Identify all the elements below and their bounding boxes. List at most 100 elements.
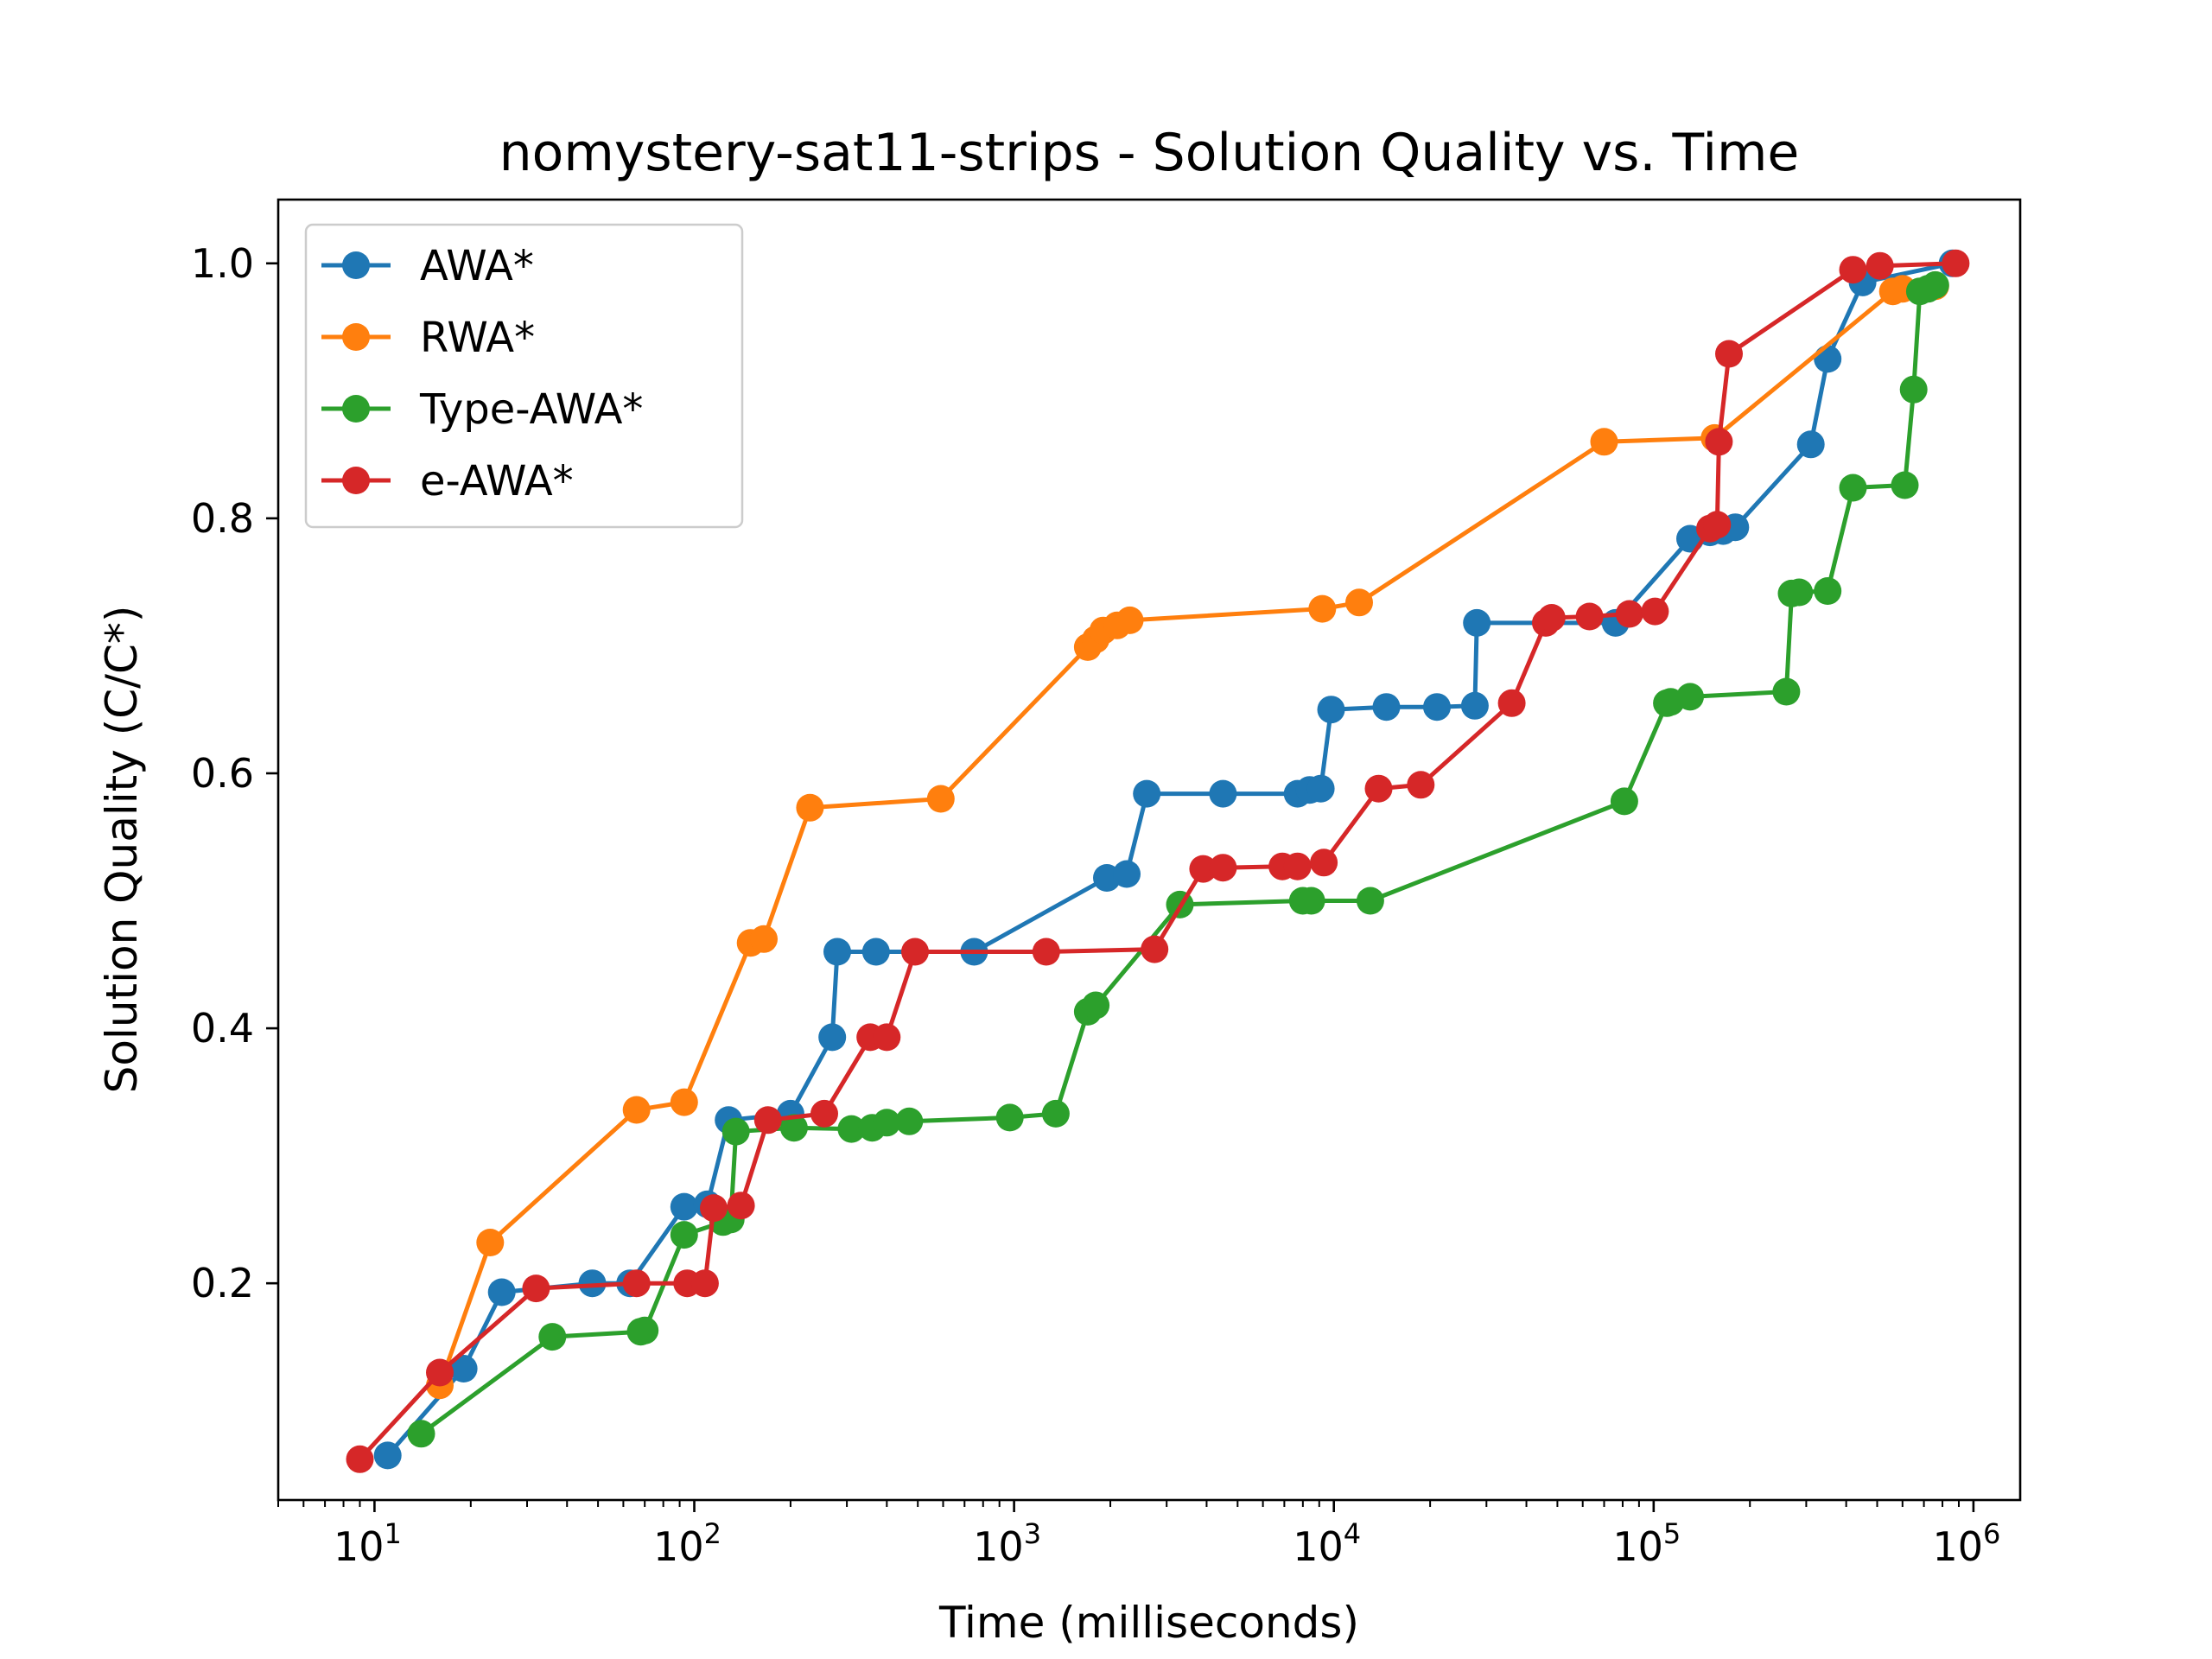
data-point xyxy=(901,938,929,966)
legend-entry: Type-AWA* xyxy=(321,385,643,434)
data-point xyxy=(779,1114,808,1142)
data-point xyxy=(810,1099,838,1128)
data-point xyxy=(1308,594,1337,623)
data-point xyxy=(873,1109,901,1137)
legend-entry: e-AWA* xyxy=(321,457,574,505)
data-point xyxy=(753,1106,782,1135)
data-point xyxy=(823,938,851,966)
data-point xyxy=(1209,779,1237,808)
data-point xyxy=(346,1445,374,1473)
data-point xyxy=(873,1023,901,1052)
legend-box xyxy=(304,223,744,529)
data-point xyxy=(1814,345,1842,373)
data-point xyxy=(1356,887,1384,915)
data-point xyxy=(1209,854,1237,882)
data-point xyxy=(1575,602,1604,631)
data-point xyxy=(407,1420,435,1448)
data-point xyxy=(1641,597,1669,626)
data-point xyxy=(926,785,955,813)
data-point xyxy=(1839,474,1867,502)
data-point xyxy=(1610,787,1638,816)
y-tick-label: 0.6 xyxy=(191,750,254,797)
data-point xyxy=(1032,938,1060,966)
data-point xyxy=(1772,677,1801,706)
data-point xyxy=(1297,887,1325,915)
x-axis-label: Time (milliseconds) xyxy=(938,1598,1359,1648)
data-point xyxy=(476,1229,505,1256)
data-point xyxy=(1715,340,1743,368)
data-point xyxy=(1041,1099,1070,1128)
data-point xyxy=(796,793,824,822)
legend-entry: RWA* xyxy=(321,314,535,362)
legend-label: e-AWA* xyxy=(420,457,574,505)
data-point xyxy=(690,1269,719,1298)
data-point xyxy=(1676,683,1704,711)
data-point xyxy=(1133,779,1161,808)
legend-label: Type-AWA* xyxy=(419,385,643,434)
y-tick-label: 0.4 xyxy=(191,1005,254,1052)
legend-entry: AWA* xyxy=(321,242,534,290)
data-point xyxy=(1364,774,1393,803)
data-point xyxy=(1921,270,1949,299)
data-point xyxy=(1703,511,1732,539)
data-point xyxy=(1283,852,1312,880)
data-point xyxy=(1463,608,1491,637)
chart-title: nomystery-sat11-strips - Solution Qualit… xyxy=(499,123,1800,183)
data-point xyxy=(727,1192,755,1220)
data-point xyxy=(1306,774,1335,803)
data-point xyxy=(622,1269,651,1298)
x-tick-label: 103 xyxy=(973,1517,1041,1570)
data-point xyxy=(1899,375,1928,404)
data-point xyxy=(1460,691,1489,720)
data-point xyxy=(1113,860,1141,888)
data-point xyxy=(721,1117,750,1146)
legend-marker xyxy=(342,395,370,423)
data-point xyxy=(818,1023,847,1052)
data-point xyxy=(1317,696,1345,724)
x-tick-label: 105 xyxy=(1612,1517,1681,1570)
data-point xyxy=(1590,428,1618,456)
data-point xyxy=(622,1096,651,1124)
data-point xyxy=(1891,471,1919,499)
data-point xyxy=(1796,430,1825,459)
x-tick-label: 101 xyxy=(334,1517,402,1570)
y-axis-label: Solution Quality (C/C*) xyxy=(97,606,147,1094)
data-point xyxy=(1189,855,1217,883)
data-point xyxy=(538,1323,567,1351)
data-point xyxy=(1345,588,1373,617)
legend-marker xyxy=(342,467,370,494)
data-point xyxy=(1942,249,1970,277)
y-tick-label: 0.8 xyxy=(191,495,254,542)
x-tick-label: 102 xyxy=(653,1517,721,1570)
data-point xyxy=(1866,251,1894,280)
data-point xyxy=(895,1107,924,1135)
data-point xyxy=(1839,256,1867,284)
data-point xyxy=(1423,693,1451,721)
data-point xyxy=(426,1358,454,1387)
data-point xyxy=(1372,693,1401,721)
data-point xyxy=(487,1278,516,1306)
data-point xyxy=(1116,606,1144,634)
data-point xyxy=(995,1103,1024,1132)
x-tick-label: 104 xyxy=(1293,1517,1361,1570)
data-point xyxy=(1615,600,1643,628)
data-point xyxy=(1310,849,1338,877)
series-3 xyxy=(346,249,1970,1473)
data-point xyxy=(1141,935,1169,963)
x-axis-ticks: 101 102 103 104 105 106 xyxy=(277,1500,2000,1570)
data-point xyxy=(750,925,778,953)
legend: AWA* RWA* Type-AWA* e-AWA* xyxy=(304,223,744,529)
data-point xyxy=(1705,428,1733,456)
data-point xyxy=(837,1115,866,1143)
data-point xyxy=(631,1316,659,1344)
y-axis-ticks: 0.2 0.4 0.6 0.8 1.0 xyxy=(191,240,278,1306)
data-point xyxy=(861,938,890,966)
data-point xyxy=(1407,771,1435,799)
x-tick-label: 106 xyxy=(1932,1517,2000,1570)
data-point xyxy=(1814,577,1842,605)
plot-frame xyxy=(276,198,2022,1502)
data-point xyxy=(373,1441,402,1470)
data-point xyxy=(1537,604,1566,632)
data-point xyxy=(670,1088,698,1116)
